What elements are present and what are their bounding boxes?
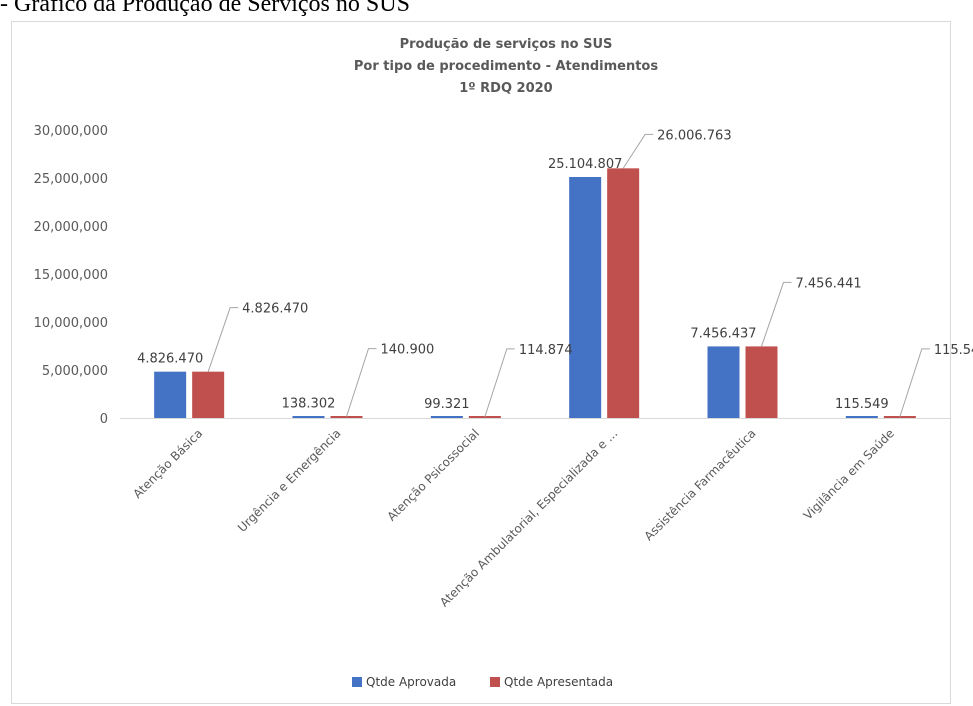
bar-qtde-aprovada	[569, 176, 602, 418]
x-category-label: Urgência e Emergência	[235, 426, 344, 535]
leader-line	[622, 133, 654, 169]
data-label-qtde-aprovada: 4.826.470	[137, 352, 203, 367]
figure-caption: - Gráfico da Produção de Serviços no SUS	[0, 0, 410, 17]
bar-qtde-aprovada	[707, 346, 740, 418]
y-tick-label: 25,000,000	[34, 172, 108, 187]
bar-qtde-apresentada	[607, 168, 640, 418]
bar-qtde-aprovada	[292, 416, 325, 418]
x-category-label: Atenção Psicossocial	[384, 426, 481, 523]
x-category-label: Atenção Básica	[130, 426, 205, 501]
bar-qtde-aprovada	[154, 371, 187, 418]
data-label-qtde-aprovada: 138.302	[282, 397, 336, 412]
bar-qtde-aprovada	[430, 416, 463, 418]
leader-line	[899, 348, 930, 418]
chart-title-line: Produção de serviços no SUS	[400, 37, 613, 52]
x-category-label: Vigilância em Saúde	[801, 426, 897, 522]
data-label-qtde-aprovada: 25.104.807	[548, 157, 622, 172]
bar-qtde-apresentada	[468, 416, 501, 418]
y-tick-label: 20,000,000	[34, 220, 108, 235]
data-label-qtde-aprovada: 7.456.437	[690, 326, 756, 341]
bar-qtde-apresentada	[330, 416, 363, 418]
y-tick-label: 15,000,000	[34, 268, 108, 283]
bar-qtde-aprovada	[845, 416, 878, 418]
y-tick-label: 5,000,000	[42, 364, 108, 379]
y-tick-label: 30,000,000	[34, 124, 108, 139]
data-label-qtde-apresentada: 7.456.441	[796, 276, 862, 291]
legend-label: Qtde Aprovada	[366, 675, 456, 689]
leader-line	[761, 281, 792, 347]
x-category-label: Assistência Farmacêutica	[642, 426, 759, 543]
leader-line	[484, 348, 515, 418]
data-label-qtde-apresentada: 114.874	[519, 343, 573, 358]
data-label-qtde-apresentada: 115.549	[934, 343, 973, 358]
leader-line	[207, 307, 239, 372]
bar-qtde-apresentada	[745, 346, 778, 418]
x-category-label: Atenção Ambulatorial, Especializada e ..…	[437, 426, 620, 609]
data-label-qtde-apresentada: 140.900	[381, 343, 435, 358]
data-label-qtde-apresentada: 26.006.763	[657, 128, 731, 143]
chart-title-line: Por tipo de procedimento - Atendimentos	[354, 59, 658, 74]
data-label-qtde-apresentada: 4.826.470	[242, 302, 308, 317]
chart-area	[11, 21, 951, 704]
y-tick-label: 0	[100, 412, 108, 427]
legend-label: Qtde Apresentada	[504, 675, 613, 689]
data-label-qtde-aprovada: 115.549	[835, 397, 889, 412]
chart-title-line: 1º RDQ 2020	[459, 81, 552, 96]
leader-line	[346, 348, 377, 417]
data-label-qtde-aprovada: 99.321	[424, 397, 470, 412]
bar-qtde-apresentada	[883, 416, 916, 418]
y-tick-label: 10,000,000	[34, 316, 108, 331]
legend-swatch-qtde-apresentada	[490, 677, 500, 687]
legend-swatch-qtde-aprovada	[352, 677, 362, 687]
bar-qtde-apresentada	[192, 371, 225, 418]
